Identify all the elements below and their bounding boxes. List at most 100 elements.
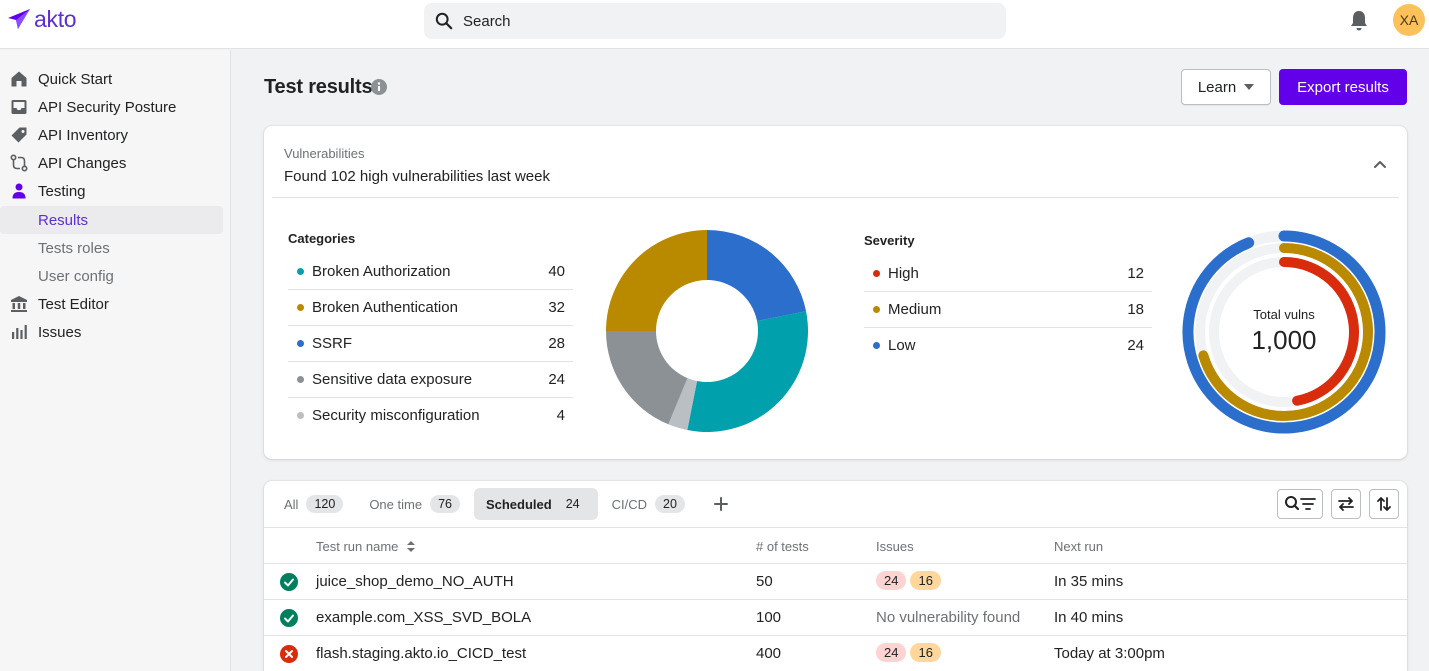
legend-label: Low [888, 337, 916, 354]
learn-button[interactable]: Learn [1181, 69, 1271, 105]
next-run: In 35 mins [1054, 573, 1124, 590]
high-issues-badge: 24 [876, 643, 907, 662]
tab-ci-cd[interactable]: CI/CD 20 [600, 488, 697, 520]
legend-item: Low 24 [864, 328, 1152, 364]
tab-label: All [284, 496, 299, 512]
legend-dot [297, 340, 304, 347]
legend-item: Medium 18 [864, 292, 1152, 328]
legend-label: Broken Authentication [312, 299, 458, 316]
sidebar-item-api-changes[interactable]: API Changes [0, 149, 223, 177]
akto-logo[interactable]: akto [6, 6, 77, 33]
error-circle-icon [280, 645, 298, 663]
donut-slice-broken-authentication[interactable] [606, 230, 707, 331]
legend-value: 40 [548, 263, 565, 280]
tab-count: 76 [430, 495, 460, 513]
sidebar-item-testing[interactable]: Testing [0, 177, 223, 205]
legend-item: Sensitive data exposure 24 [288, 362, 573, 398]
column-header-next-run: Next run [1054, 539, 1104, 554]
tab-label: Scheduled [485, 496, 552, 512]
tab-label: CI/CD [611, 496, 648, 512]
legend-label: Broken Authorization [312, 263, 451, 280]
tab-scheduled[interactable]: Scheduled 24 [473, 488, 598, 520]
legend-value: 12 [1127, 265, 1144, 282]
swap-icon [1338, 497, 1354, 511]
legend-dot [297, 268, 304, 275]
swap-columns-button[interactable] [1331, 489, 1361, 519]
sidebar-item-issues[interactable]: Issues [0, 318, 223, 346]
severity-legend: High 12 Medium 18 Low 24 [864, 256, 1152, 364]
bell-icon[interactable] [1349, 10, 1369, 32]
tabs: All 120 One time 76 Scheduled 24 CI/CD 2… [272, 488, 737, 520]
inbox-icon [11, 100, 27, 114]
export-results-button[interactable]: Export results [1279, 69, 1407, 105]
run-name: juice_shop_demo_NO_AUTH [316, 573, 514, 590]
test-runs-card: All 120 One time 76 Scheduled 24 CI/CD 2… [264, 481, 1407, 671]
top-bar: akto XA [0, 0, 1429, 49]
search-filter-button[interactable] [1277, 489, 1323, 519]
column-header-tests: # of tests [756, 539, 809, 554]
tab-label: One time [369, 496, 423, 512]
table-row[interactable]: flash.staging.akto.io_CICD_test 400 24 16… [264, 636, 1407, 671]
legend-dot [297, 376, 304, 383]
add-tab-button[interactable] [705, 488, 737, 520]
legend-value: 24 [548, 371, 565, 388]
sidebar-item-label: Issues [38, 323, 82, 341]
ring-high[interactable] [1279, 257, 1359, 406]
sort-button[interactable] [1369, 489, 1399, 519]
legend-dot [297, 412, 304, 419]
tests-count: 400 [756, 645, 782, 662]
tab-all[interactable]: All 120 [272, 488, 355, 520]
legend-value: 18 [1127, 301, 1144, 318]
table-row[interactable]: juice_shop_demo_NO_AUTH 50 24 16 In 35 mi… [264, 564, 1407, 600]
info-icon[interactable] [371, 79, 387, 95]
search-icon [435, 12, 453, 30]
tests-count: 100 [756, 609, 782, 626]
learn-label: Learn [1197, 78, 1237, 96]
medium-issues-badge: 16 [910, 571, 941, 590]
sidebar-item-results[interactable]: Results [0, 206, 223, 234]
run-name: flash.staging.akto.io_CICD_test [316, 645, 527, 662]
donut-slice-sensitive-data-exposure[interactable] [606, 331, 688, 425]
legend-value: 24 [1127, 337, 1144, 354]
legend-value: 32 [548, 299, 565, 316]
sort-caret-icon [407, 541, 415, 552]
tab-one-time[interactable]: One time 76 [357, 488, 472, 520]
sort-icon [1377, 497, 1391, 511]
legend-label: Security misconfiguration [312, 407, 480, 424]
search-input[interactable] [463, 12, 963, 30]
chevron-up-icon[interactable] [1372, 156, 1388, 172]
next-run: In 40 mins [1054, 609, 1124, 626]
table-row[interactable]: example.com_XSS_SVD_BOLA 100 No vulnerab… [264, 600, 1407, 636]
column-header-name[interactable]: Test run name [316, 539, 415, 554]
sidebar-item-label: Testing [38, 182, 86, 200]
sidebar-item-user-config[interactable]: User config [0, 262, 223, 290]
donut-slice-security-misconfiguration[interactable] [668, 378, 698, 431]
search-bar[interactable] [424, 3, 1006, 39]
person-icon [12, 183, 26, 199]
sidebar: Quick Start API Security Posture API Inv… [0, 50, 231, 671]
sidebar-item-quick-start[interactable]: Quick Start [0, 65, 223, 93]
sidebar-item-api-security-posture[interactable]: API Security Posture [0, 93, 223, 121]
brand-name: akto [34, 6, 77, 32]
donut-slice-broken-authorization[interactable] [687, 311, 808, 432]
check-circle-icon [280, 609, 298, 627]
table-header: Test run name # of tests Issues Next run [264, 527, 1407, 564]
legend-item: SSRF 28 [288, 326, 573, 362]
issues-cell: No vulnerability found [876, 609, 1021, 626]
ring-low[interactable] [1182, 230, 1386, 434]
sidebar-item-label: Tests roles [38, 239, 110, 257]
legend-item: Broken Authorization 40 [288, 254, 573, 290]
sidebar-item-test-editor[interactable]: Test Editor [0, 290, 223, 318]
sidebar-item-api-inventory[interactable]: API Inventory [0, 121, 223, 149]
legend-item: High 12 [864, 256, 1152, 292]
ring-medium[interactable] [1198, 243, 1373, 421]
header-label: Test run name [316, 539, 399, 554]
sidebar-item-tests-roles[interactable]: Tests roles [0, 234, 223, 262]
donut-slice-ssrf[interactable] [707, 230, 807, 322]
legend-label: Medium [888, 301, 942, 318]
column-header-issues: Issues [876, 539, 914, 554]
sidebar-item-label: Test Editor [38, 295, 109, 313]
categories-title: Categories [288, 231, 356, 246]
user-avatar[interactable]: XA [1393, 4, 1425, 36]
sidebar-item-label: Quick Start [38, 70, 113, 88]
